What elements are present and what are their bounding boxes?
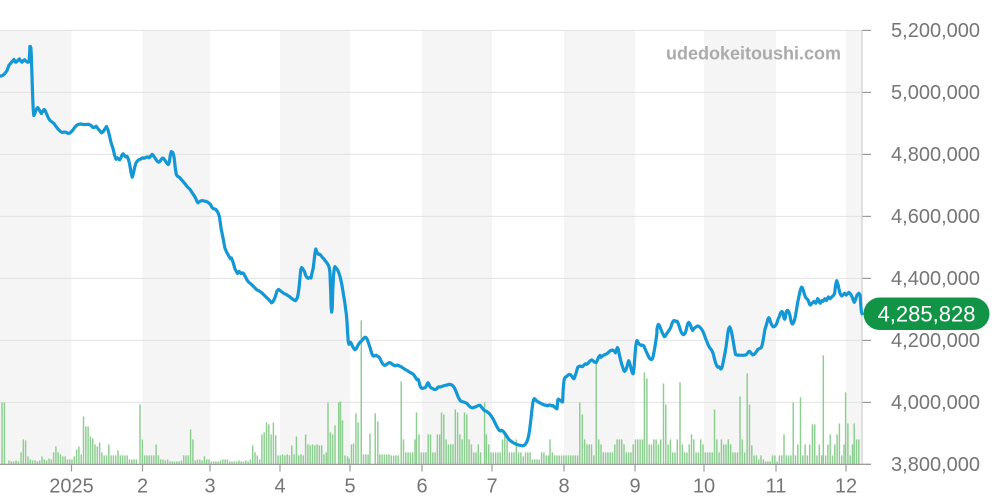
svg-text:11: 11 — [766, 476, 787, 498]
svg-text:10: 10 — [693, 476, 715, 498]
svg-text:2025: 2025 — [49, 476, 94, 498]
svg-text:4,285,828: 4,285,828 — [878, 302, 976, 327]
svg-text:4,000,000: 4,000,000 — [891, 392, 980, 414]
svg-text:8: 8 — [558, 476, 569, 498]
svg-text:5,000,000: 5,000,000 — [891, 82, 980, 104]
svg-text:6: 6 — [416, 476, 427, 498]
svg-text:3,800,000: 3,800,000 — [891, 454, 980, 476]
svg-text:4,400,000: 4,400,000 — [891, 268, 980, 290]
svg-text:4,200,000: 4,200,000 — [891, 330, 980, 352]
svg-text:5,200,000: 5,200,000 — [891, 20, 980, 42]
svg-text:3: 3 — [204, 476, 215, 498]
svg-text:4,600,000: 4,600,000 — [891, 206, 980, 228]
svg-text:4,800,000: 4,800,000 — [891, 144, 980, 166]
svg-text:4: 4 — [274, 476, 285, 498]
svg-text:12: 12 — [835, 476, 857, 498]
svg-text:2: 2 — [137, 476, 148, 498]
svg-text:9: 9 — [629, 476, 640, 498]
svg-text:5: 5 — [344, 476, 355, 498]
svg-text:udedokeitoushi.com: udedokeitoushi.com — [666, 44, 841, 64]
svg-text:7: 7 — [486, 476, 497, 498]
